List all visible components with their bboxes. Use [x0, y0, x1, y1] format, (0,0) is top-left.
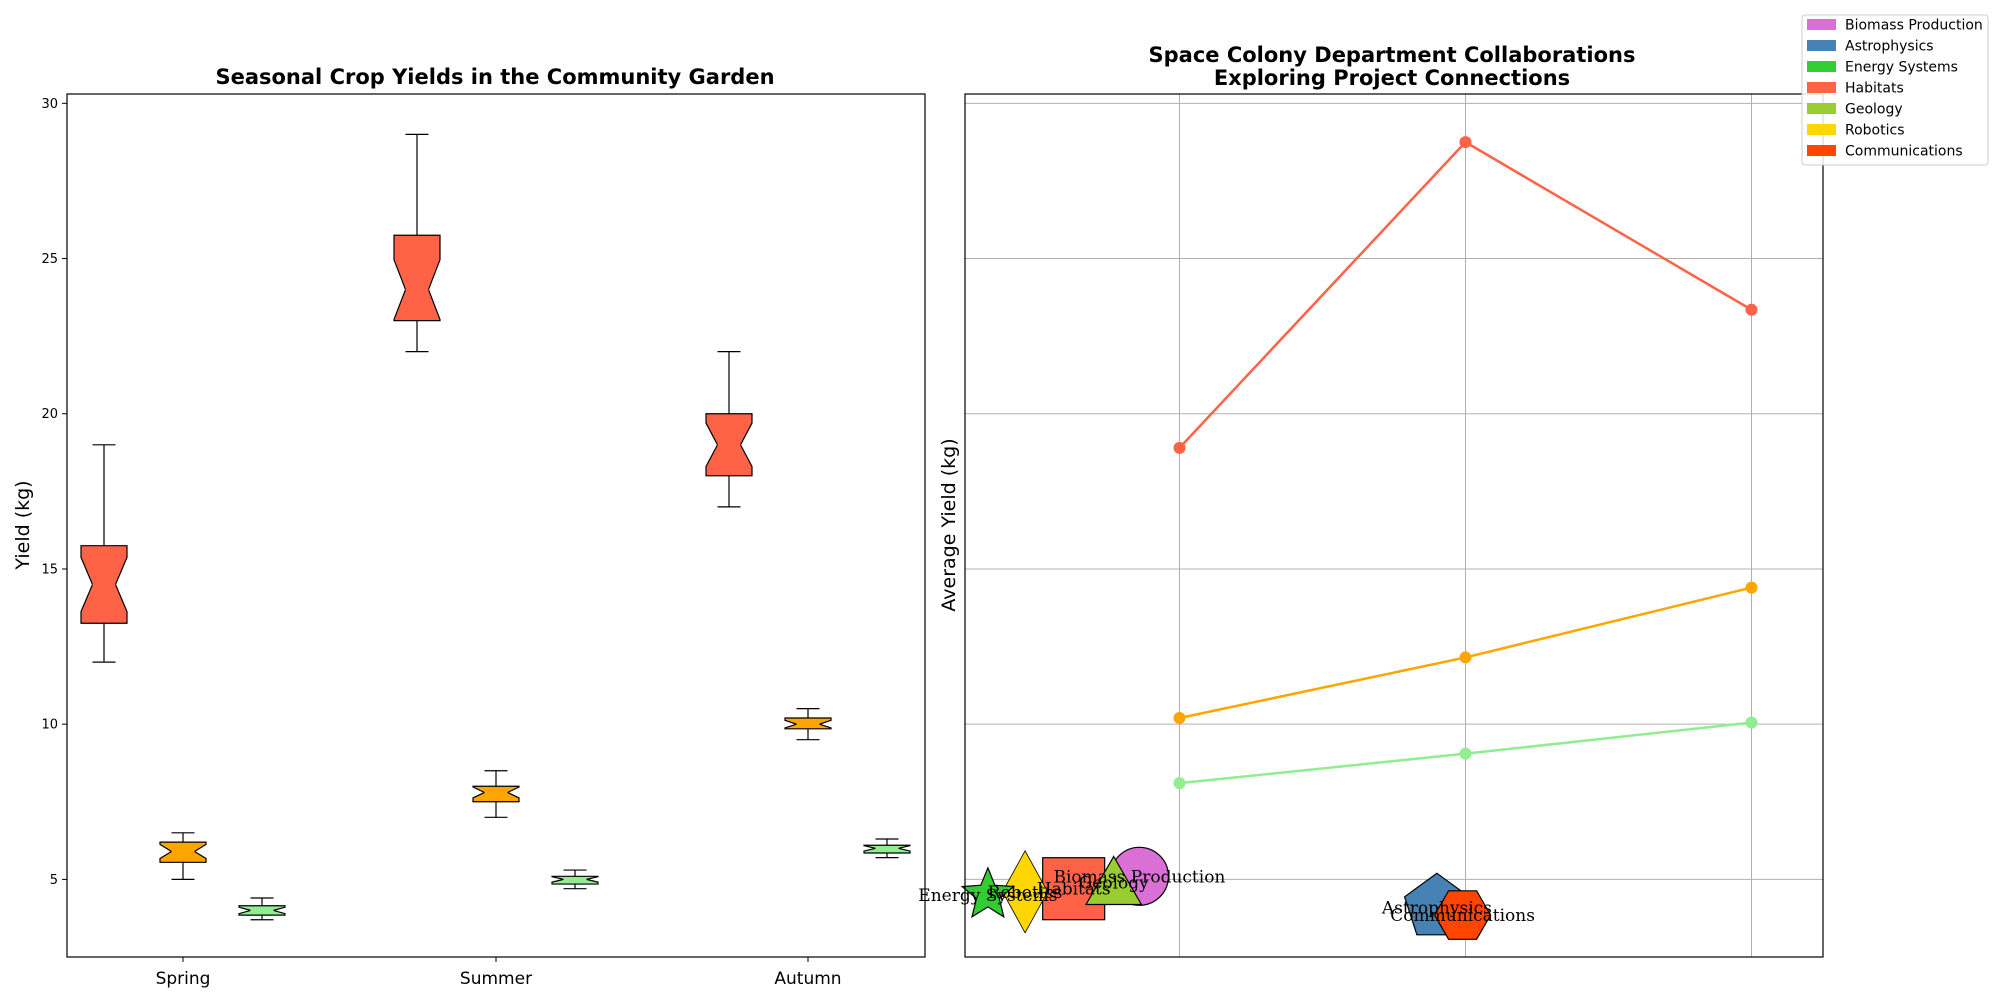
series-point: [1745, 581, 1758, 594]
series-point: [1459, 136, 1472, 149]
node-label: Habitats: [1037, 880, 1111, 900]
x-tick-label: Summer: [460, 969, 532, 989]
grid-lines: [965, 94, 1823, 957]
robotics-node: [1002, 849, 1049, 934]
y-tick-label: 25: [41, 252, 58, 267]
node-label: Astrophysics: [1381, 898, 1492, 918]
series-point: [1745, 716, 1758, 729]
x-tick-label: Autumn: [774, 969, 841, 989]
node-label: Geology: [1079, 873, 1149, 893]
series-point: [1173, 777, 1186, 790]
legend-label: Robotics: [1845, 123, 1905, 139]
y-axis-ticks: 5 10 15 20 25 30: [41, 97, 67, 888]
geology-node: [1084, 855, 1143, 906]
y-tick-label: 15: [41, 562, 58, 577]
box: [863, 844, 911, 854]
legend-swatch: [1807, 82, 1836, 93]
legend-label: Energy Systems: [1845, 60, 1958, 76]
collaboration-title-line-2: Exploring Project Connections: [1214, 66, 1570, 90]
collaboration-frame: [964, 93, 1824, 958]
box: [472, 785, 520, 803]
node-labels: Biomass ProductionHabitatsRoboticsEnergy…: [918, 867, 1535, 926]
legend-box: [1801, 14, 1989, 166]
series-point: [1459, 651, 1472, 664]
collaboration-chart: Space Colony Department Collaborations E…: [918, 43, 1824, 958]
box-plot-boxes: [80, 133, 911, 921]
series-point: [1459, 747, 1472, 760]
node-label: Robotics: [988, 883, 1063, 903]
legend-label: Communications: [1845, 144, 1963, 160]
box-plot-frame: [66, 93, 926, 958]
legend: Biomass Production Astrophysics Energy Sys…: [1801, 14, 1989, 166]
legend-swatch: [1807, 40, 1836, 51]
box: [551, 875, 599, 885]
legend-swatch: [1807, 145, 1836, 156]
legend-swatch: [1807, 19, 1836, 30]
legend-label: Biomass Production: [1845, 18, 1983, 34]
y-tick-label: 5: [50, 873, 58, 888]
energy-systems-node: [960, 866, 1016, 919]
series-point: [1745, 303, 1758, 316]
department-nodes: Biomass ProductionHabitatsRoboticsEnergy…: [918, 846, 1535, 940]
node-label: Energy Systems: [918, 886, 1057, 906]
legend-swatch: [1807, 103, 1836, 114]
y-axis-label: Average Yield (kg): [938, 438, 960, 611]
box: [393, 234, 441, 322]
x-axis-ticks: Spring Summer Autumn: [156, 957, 842, 989]
legend-label: Astrophysics: [1845, 39, 1934, 55]
x-tick-label: Spring: [156, 969, 211, 989]
y-tick-label: 20: [41, 407, 58, 422]
series-point: [1173, 441, 1186, 454]
legend-swatch: [1807, 124, 1836, 135]
legend-label: Geology: [1845, 102, 1903, 118]
collaboration-title-line-1: Space Colony Department Collaborations: [1149, 43, 1636, 67]
box-plot-chart: Seasonal Crop Yields in the Community Ga…: [12, 65, 926, 989]
series-lines: [1173, 136, 1758, 790]
y-tick-label: 10: [41, 718, 58, 733]
y-tick-label: 30: [41, 97, 58, 112]
y-axis-label: Yield (kg): [12, 480, 34, 570]
series-point: [1173, 711, 1186, 724]
legend-swatch: [1807, 61, 1836, 72]
node-label: Communications: [1390, 906, 1535, 926]
box: [784, 717, 832, 730]
communications-node: [1433, 890, 1492, 940]
node-label: Biomass Production: [1054, 867, 1226, 887]
legend-label: Habitats: [1845, 81, 1904, 97]
box: [159, 841, 207, 863]
box-plot-title: Seasonal Crop Yields in the Community Ga…: [215, 65, 774, 89]
